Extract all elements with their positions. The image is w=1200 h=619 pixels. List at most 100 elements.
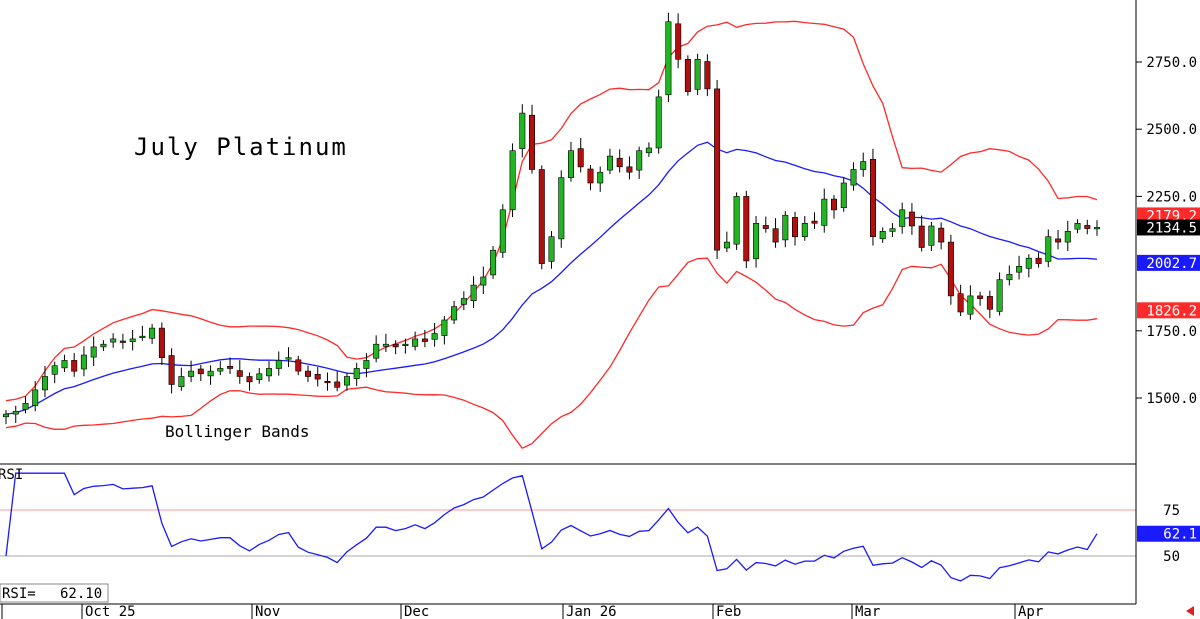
candle-up (22, 403, 29, 410)
candle-up (1094, 227, 1101, 230)
x-tick-label: Dec (404, 604, 429, 619)
candle-up (499, 209, 506, 253)
candle-up (188, 370, 195, 377)
candle-up (967, 295, 974, 315)
price-tag-box (1137, 219, 1200, 236)
candle-down (616, 157, 623, 168)
candle-up (1045, 236, 1052, 262)
candle-up (90, 346, 97, 358)
candle-up (149, 327, 156, 339)
candle-down (246, 376, 253, 383)
candle-down (1035, 257, 1042, 264)
candle-up (2, 413, 10, 418)
candle-up (1074, 223, 1081, 230)
rsi-line (5, 472, 1098, 582)
candle-down (986, 296, 993, 310)
candle-up (460, 298, 467, 305)
candle-down (684, 58, 691, 92)
candle-up (275, 360, 282, 369)
candle-down (869, 159, 876, 238)
candle-up (1006, 274, 1013, 281)
candle-up (41, 376, 48, 391)
candle-down (811, 220, 818, 224)
candle-up (480, 276, 487, 286)
candle-down (334, 381, 341, 388)
candle-down (908, 211, 915, 227)
rsi-tick-label: 75 (1163, 503, 1180, 519)
candle-up (801, 223, 808, 238)
candle-up (723, 241, 730, 249)
candle-up (889, 228, 896, 232)
candle-up (694, 58, 701, 90)
candle-up (1025, 257, 1032, 269)
candle-down (1055, 238, 1062, 243)
candle-up (821, 198, 828, 226)
candle-up (567, 150, 574, 178)
rsi-tag-label: 62.1 (1163, 527, 1197, 543)
candle-up (1064, 231, 1071, 243)
x-tick-label: Oct 25 (85, 604, 136, 619)
candle-up (636, 150, 643, 171)
candle-up (470, 284, 477, 302)
x-tick-label: Nov (255, 604, 280, 619)
candle-up (12, 411, 19, 415)
price-tag-box (1137, 302, 1200, 319)
candle-up (597, 171, 604, 184)
candle-up (879, 231, 886, 240)
candle-down (772, 228, 779, 243)
upper-band-line (5, 20, 1098, 402)
candle-up (285, 357, 292, 360)
candle-up (178, 376, 185, 387)
candle-down (168, 355, 175, 385)
price-ticks: 2750.0 2500.0 2250.0 1750.0 1500.0 (1136, 55, 1197, 407)
candle-up (899, 209, 906, 227)
candle-down (957, 293, 964, 313)
candle-down (947, 241, 954, 297)
candle-up (782, 214, 789, 241)
candle-down (119, 340, 126, 343)
candle-up (217, 368, 224, 372)
candle-up (519, 112, 526, 149)
candle-down (714, 88, 721, 251)
candle-down (538, 169, 545, 264)
candle-up (509, 150, 516, 211)
candle-down (314, 373, 321, 380)
candle-down (938, 227, 945, 243)
price-tick-label: 1750.0 (1146, 324, 1197, 340)
rsi-label: RSI (0, 467, 23, 483)
candle-down (977, 295, 984, 299)
candle-up (860, 161, 867, 170)
rsi-value: 62.10 (60, 586, 102, 602)
candle-down (392, 343, 399, 348)
candle-up (382, 343, 389, 347)
candle-up (373, 343, 380, 359)
bollinger-label: Bollinger Bands (165, 422, 310, 441)
candle-down (587, 168, 594, 184)
price-panel (2, 12, 1101, 450)
candle-up (51, 365, 58, 375)
candle-down (528, 114, 535, 170)
candle-down (675, 23, 682, 60)
candle-down (295, 359, 302, 372)
candle-up (840, 182, 847, 209)
candle-down (1084, 225, 1091, 229)
candle-up (139, 335, 146, 339)
price-tick-label: 2750.0 (1146, 55, 1197, 71)
candle-up (665, 21, 672, 96)
candle-down (304, 370, 311, 377)
rsi-value-box (0, 583, 109, 603)
candle-up (80, 354, 87, 370)
price-tag-box (1137, 254, 1200, 271)
rsi-tick-label: 50 (1163, 549, 1180, 565)
candle-down (71, 360, 78, 372)
candle-up (753, 223, 760, 260)
x-tick-label: Apr (1018, 604, 1043, 619)
candle-up (32, 389, 39, 406)
rsi-panel: 75 50 62.1 (0, 472, 1200, 616)
candle-down (324, 380, 331, 384)
price-tick-label: 2500.0 (1146, 122, 1197, 138)
candle-down (743, 196, 750, 262)
lower-band-line (5, 257, 1098, 450)
candle-up (353, 368, 360, 379)
middle-band-line (5, 141, 1098, 415)
